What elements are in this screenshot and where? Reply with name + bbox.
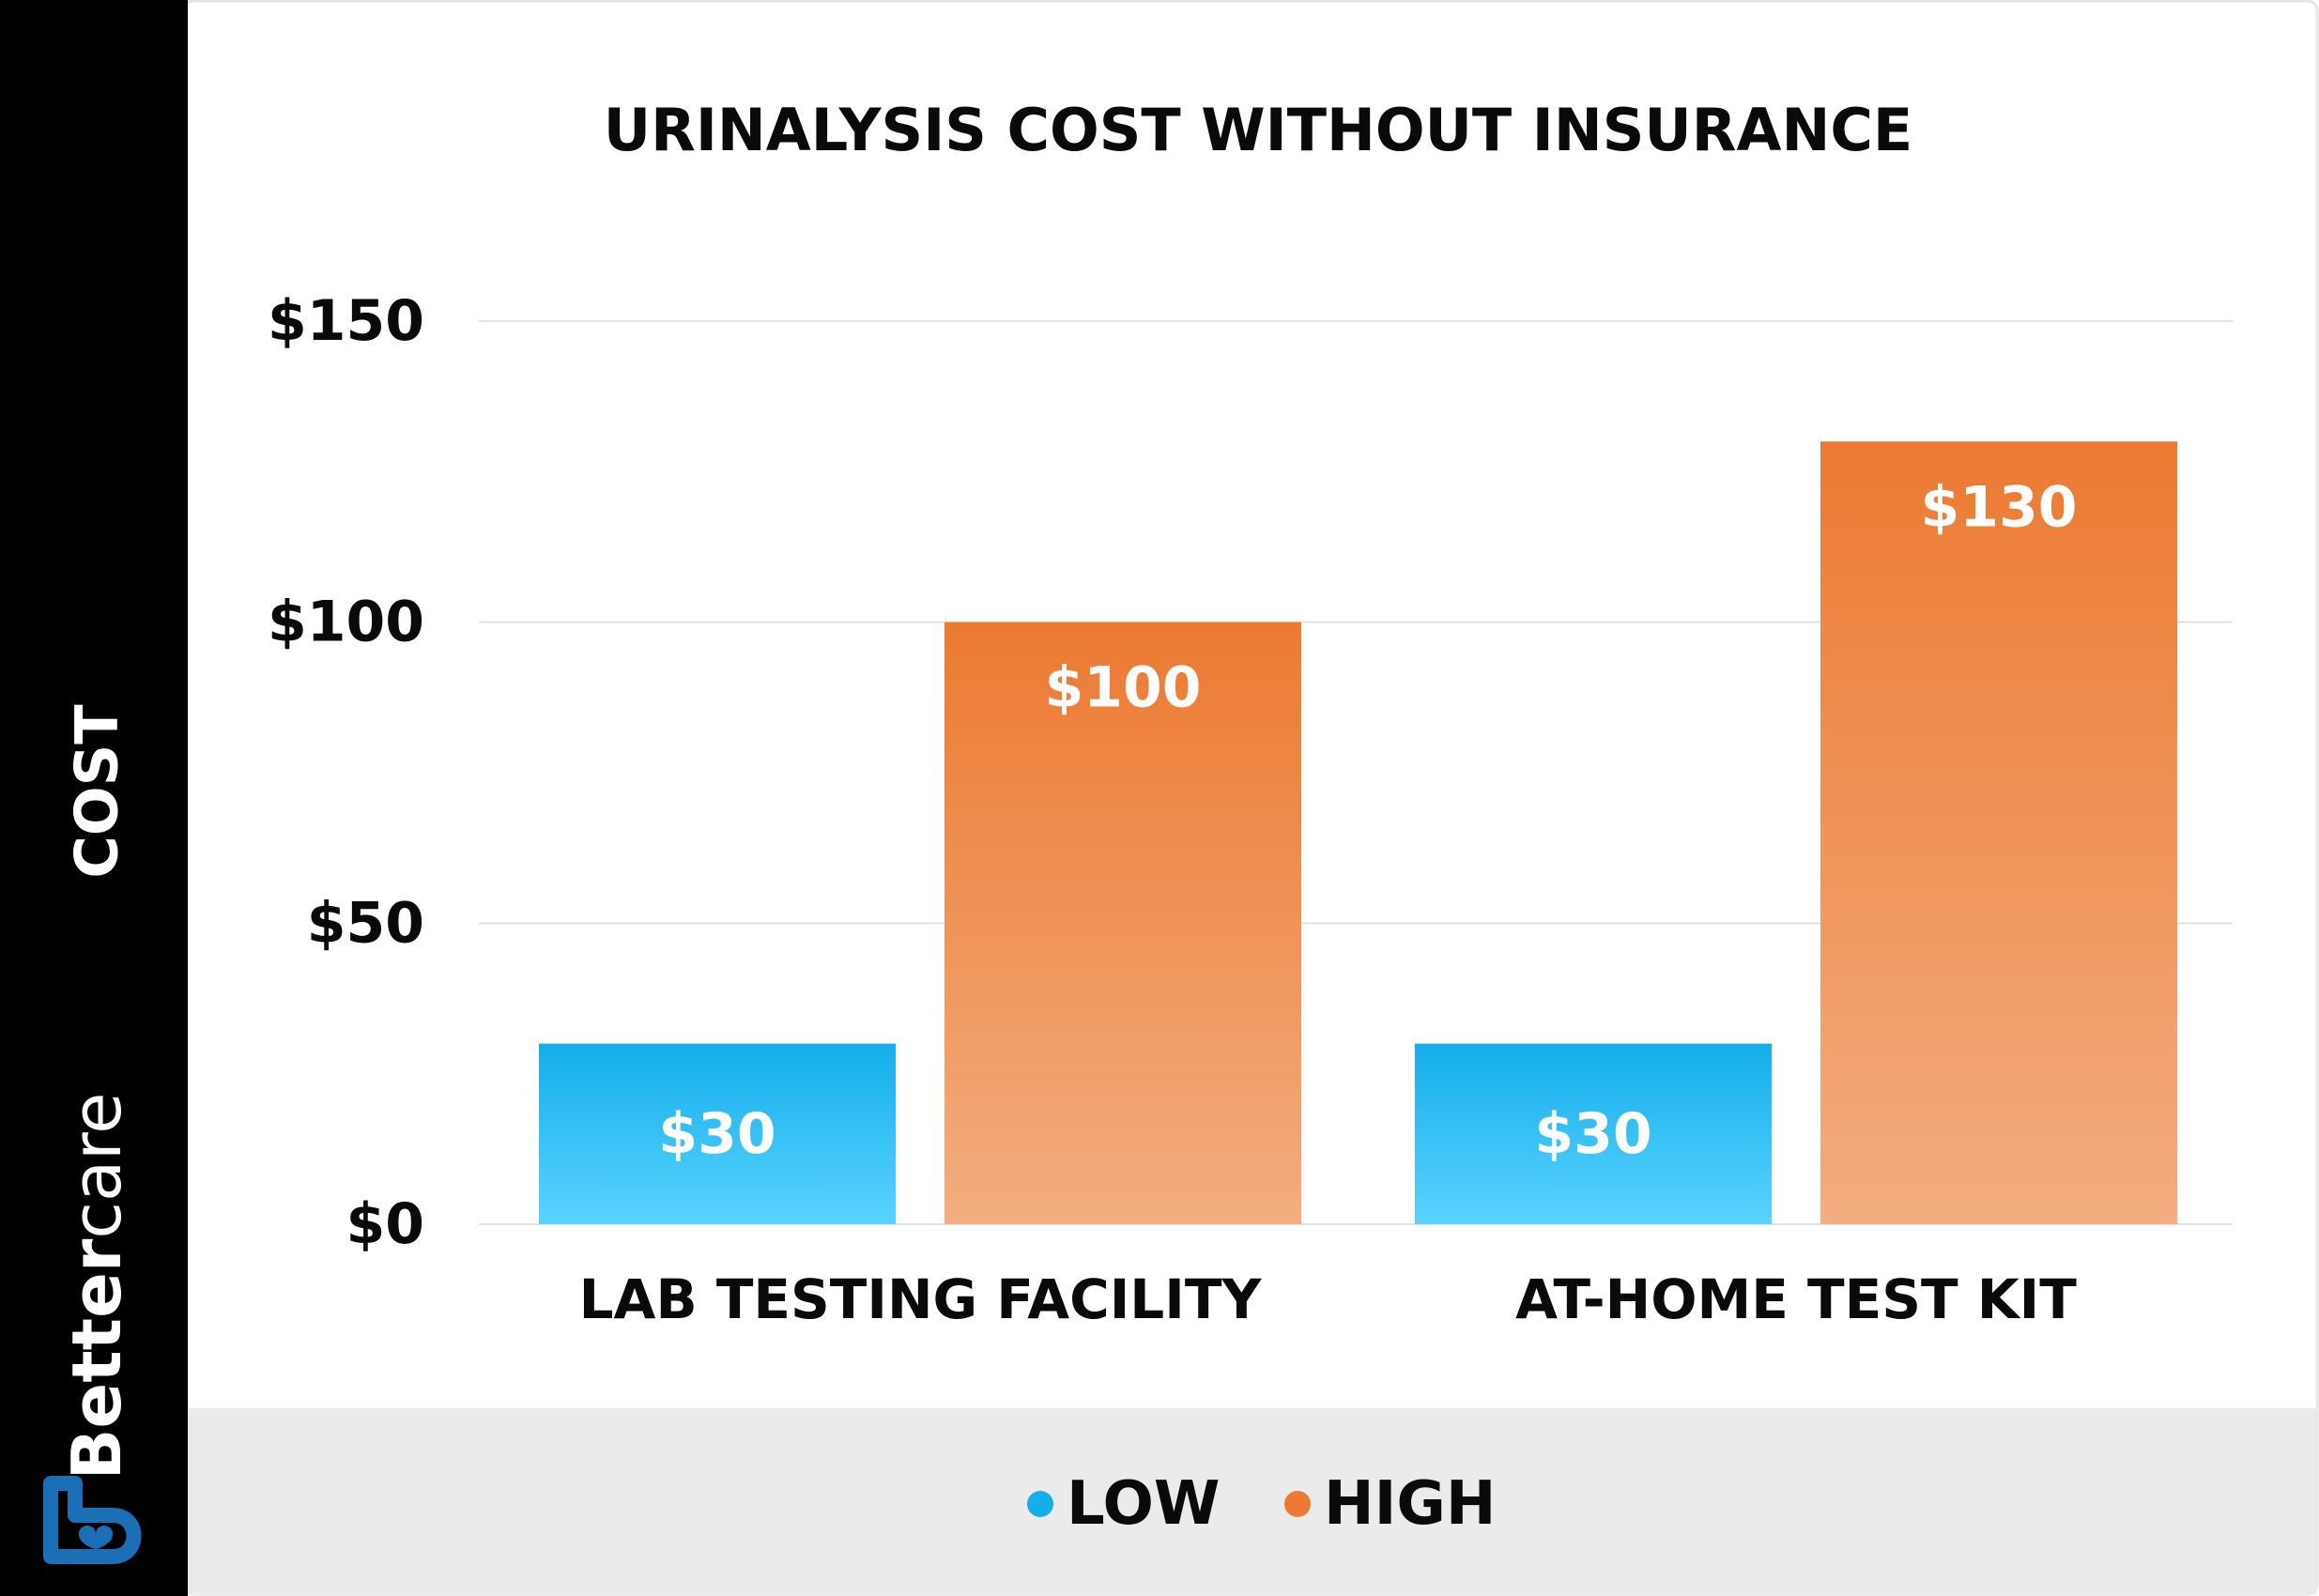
y-tick-label: $100 bbox=[268, 590, 424, 655]
bar-value-label: $30 bbox=[658, 1101, 776, 1167]
brand-name-bold: Better bbox=[57, 1238, 136, 1480]
legend-label-high: HIGH bbox=[1324, 1469, 1496, 1539]
y-tick-label: $150 bbox=[268, 288, 424, 354]
bar-value-label: $100 bbox=[1045, 655, 1202, 721]
brand-mark-icon bbox=[43, 1476, 142, 1564]
y-axis-label: COST bbox=[63, 704, 131, 878]
chart-title: URINALYSIS COST WITHOUT INSURANCE bbox=[604, 96, 1912, 164]
brand-name-light: care bbox=[57, 1093, 136, 1239]
bar-low-1 bbox=[539, 1043, 896, 1224]
y-tick-label: $0 bbox=[346, 1191, 425, 1257]
bar-high-2 bbox=[1820, 441, 2177, 1224]
brand-logo: Bettercare bbox=[57, 1093, 136, 1481]
legend: LOW HIGH bbox=[1027, 1469, 1496, 1539]
bar-value-label: $30 bbox=[1534, 1101, 1651, 1167]
y-axis-ticks: $0 $50 $100 $150 bbox=[268, 288, 424, 1257]
x-category-label: AT-HOME TEST KIT bbox=[1515, 1267, 2077, 1331]
svg-text:Bettercare: Bettercare bbox=[57, 1093, 136, 1481]
bars bbox=[539, 441, 2177, 1224]
x-axis-categories: LAB TESTING FACILITY AT-HOME TEST KIT bbox=[579, 1267, 2078, 1331]
y-tick-label: $50 bbox=[307, 890, 424, 956]
x-category-label: LAB TESTING FACILITY bbox=[579, 1267, 1263, 1331]
bar-high-1 bbox=[944, 622, 1301, 1224]
legend-band bbox=[188, 1408, 2317, 1594]
bar-value-label: $130 bbox=[1921, 474, 2078, 540]
legend-swatch-low bbox=[1027, 1491, 1053, 1517]
bar-value-labels: $30 $100 $30 $130 bbox=[658, 474, 2077, 1167]
sidebar bbox=[0, 0, 188, 1596]
legend-swatch-high bbox=[1284, 1491, 1311, 1517]
bar-low-2 bbox=[1415, 1043, 1772, 1224]
legend-label-low: LOW bbox=[1067, 1469, 1221, 1539]
